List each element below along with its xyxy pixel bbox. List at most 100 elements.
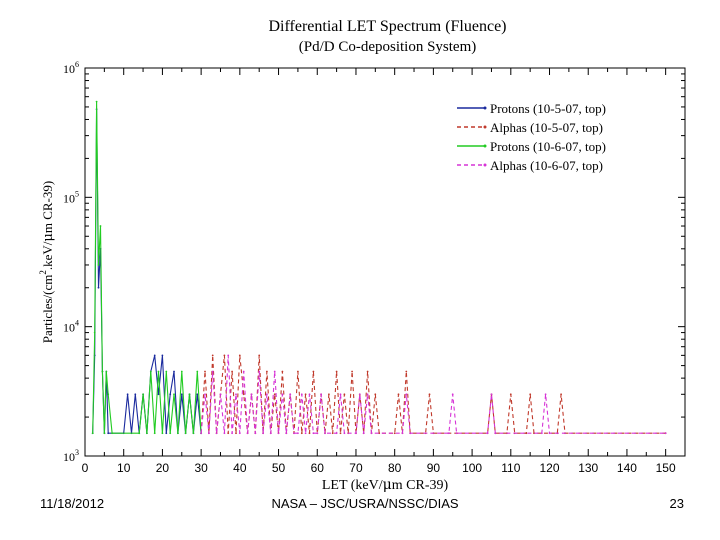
data-point: [103, 432, 106, 435]
data-point: [297, 370, 299, 373]
data-point: [107, 393, 110, 396]
data-point: [227, 354, 230, 357]
data-point: [273, 370, 276, 373]
series-4: [200, 354, 667, 435]
x-tick-label: 0: [82, 461, 89, 475]
data-point: [300, 393, 303, 396]
data-point: [93, 331, 96, 334]
x-axis-label-suffix: m CR-39): [392, 478, 449, 493]
y-tick-exp: 4: [75, 319, 79, 328]
data-point: [316, 432, 319, 435]
chart-title: Differential LET Spectrum (Fluence): [268, 18, 507, 35]
data-point: [246, 432, 249, 435]
x-axis: 0 10 20 30 40 50 60 70 80 90 100 110 120 130 140 150: [82, 68, 676, 475]
data-point: [208, 432, 210, 435]
data-point: [107, 432, 110, 435]
data-point: [157, 393, 160, 396]
y-tick-exp: 3: [75, 448, 79, 457]
data-point: [149, 370, 152, 373]
y-axis-label: Particles/(cm2.keV/μm CR-39): [38, 181, 56, 343]
data-point: [211, 354, 214, 357]
series-line: [200, 355, 666, 434]
data-point: [157, 370, 160, 373]
y-tick-label: 104: [63, 319, 79, 335]
x-tick-label: 90: [427, 461, 441, 475]
data-point: [215, 432, 218, 435]
data-point: [277, 432, 280, 435]
footer-date: 11/18/2012: [40, 496, 105, 511]
data-point: [192, 432, 195, 435]
data-point: [393, 432, 396, 435]
data-point: [153, 432, 156, 435]
data-point: [281, 393, 284, 396]
data-point: [266, 370, 268, 373]
data-point: [405, 393, 408, 396]
data-point: [223, 432, 226, 435]
x-tick-label: 100: [462, 461, 482, 475]
footer-organization: NASA – JSC/USRA/NSSC/DIAS: [271, 496, 459, 511]
x-tick-label: 30: [194, 461, 208, 475]
data-point: [173, 393, 175, 396]
data-point: [331, 432, 334, 435]
data-point: [165, 370, 168, 373]
legend-marker: [483, 106, 487, 110]
data-point: [339, 393, 342, 396]
y-tick-base: 10: [63, 321, 75, 335]
data-point: [486, 432, 489, 435]
x-axis-label-prefix: LET (keV/: [322, 478, 383, 493]
legend-label: Alphas (10-6-07, top): [490, 158, 603, 173]
data-point: [219, 393, 222, 396]
x-tick-label: 40: [233, 461, 247, 475]
data-point: [146, 432, 148, 435]
y-axis-label-suffix: m CR-39): [40, 181, 55, 233]
data-point: [138, 432, 141, 435]
data-point: [293, 432, 295, 435]
data-point: [258, 370, 261, 373]
data-point: [324, 432, 326, 435]
y-tick-label: 103: [63, 448, 79, 464]
data-point: [428, 393, 431, 396]
chart-subtitle: (Pd/D Co-deposition System): [298, 39, 477, 55]
data-point: [204, 370, 206, 373]
data-point: [161, 354, 164, 357]
data-point: [235, 432, 237, 435]
data-point: [335, 432, 338, 435]
legend: Protons (10-5-07, top) Alphas (10-5-07, t…: [457, 101, 606, 173]
legend-marker: [483, 144, 487, 148]
data-point: [544, 393, 547, 396]
data-point: [509, 393, 512, 396]
series-3: [91, 100, 203, 435]
data-point: [366, 393, 369, 396]
data-point: [97, 264, 100, 266]
data-point: [188, 393, 191, 396]
data-point: [335, 370, 338, 373]
data-point: [196, 393, 199, 396]
x-tick-label: 70: [349, 461, 363, 475]
data-point: [200, 432, 203, 435]
y-tick-label: 106: [63, 60, 79, 76]
data-point: [351, 370, 353, 373]
data-point: [184, 432, 187, 435]
data-point: [540, 432, 543, 435]
x-tick-label: 150: [656, 461, 676, 475]
y-tick-exp: 6: [75, 60, 79, 69]
y-axis-label-sup: 2: [38, 270, 48, 275]
data-point: [451, 393, 454, 396]
data-point: [169, 393, 172, 396]
data-point: [91, 432, 94, 435]
data-point: [180, 370, 183, 373]
data-point: [169, 432, 172, 435]
series-line: [92, 109, 202, 434]
data-point: [328, 393, 330, 396]
data-point: [238, 432, 241, 435]
data-point: [370, 432, 373, 435]
data-point: [490, 393, 493, 396]
data-point: [177, 432, 179, 435]
data-point: [231, 370, 234, 373]
data-point: [258, 354, 261, 357]
x-tick-label: 60: [311, 461, 325, 475]
x-axis-label: LET (keV/μm CR-39): [322, 477, 449, 493]
data-point: [339, 432, 342, 435]
